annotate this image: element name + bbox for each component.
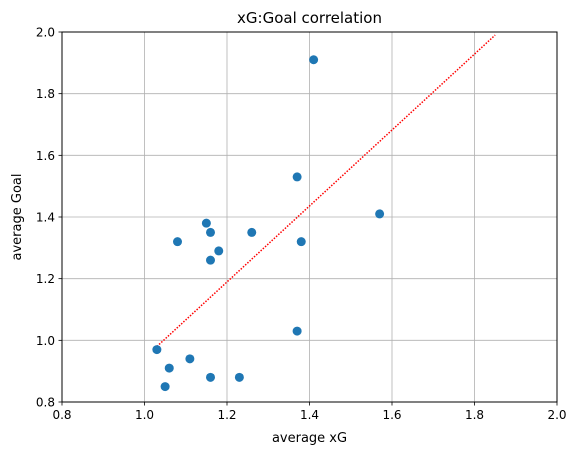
- data-point: [292, 326, 302, 336]
- y-tick-label: 1.2: [36, 272, 55, 286]
- x-axis-ticks: 0.8 1.0 1.2 1.4 1.6 1.8 2.0: [52, 402, 567, 422]
- y-tick-label: 2.0: [36, 26, 55, 40]
- data-point: [173, 237, 182, 247]
- y-axis-label: average Goal: [10, 174, 25, 261]
- x-tick-label: 2.0: [547, 408, 566, 422]
- x-tick-label: 1.8: [465, 408, 484, 422]
- data-point: [164, 363, 174, 373]
- data-point: [214, 246, 224, 256]
- y-tick-label: 1.8: [36, 87, 55, 101]
- x-tick-label: 1.6: [382, 408, 401, 422]
- data-point: [152, 345, 162, 355]
- data-point: [206, 227, 215, 237]
- data-point: [206, 372, 215, 382]
- data-point: [201, 218, 211, 228]
- x-axis-label: average xG: [272, 431, 347, 446]
- y-tick-label: 0.8: [36, 396, 55, 410]
- data-point: [160, 382, 170, 392]
- data-point: [206, 255, 215, 265]
- y-tick-label: 1.4: [36, 211, 55, 225]
- data-point: [292, 172, 302, 182]
- data-point: [375, 209, 385, 219]
- data-point: [309, 55, 319, 65]
- x-tick-label: 0.8: [52, 408, 71, 422]
- data-point: [296, 237, 306, 247]
- x-tick-label: 1.0: [135, 408, 154, 422]
- data-points-layer: [152, 55, 385, 392]
- y-tick-label: 1.6: [36, 149, 55, 163]
- chart-title: xG:Goal correlation: [237, 9, 382, 27]
- data-point: [234, 372, 244, 382]
- x-tick-label: 1.2: [217, 408, 236, 422]
- y-axis-ticks: 0.8 1.0 1.2 1.4 1.6 1.8 2.0: [36, 26, 62, 410]
- x-tick-label: 1.4: [300, 408, 319, 422]
- data-point: [247, 227, 257, 237]
- data-point: [185, 354, 195, 364]
- y-tick-label: 1.0: [36, 334, 55, 348]
